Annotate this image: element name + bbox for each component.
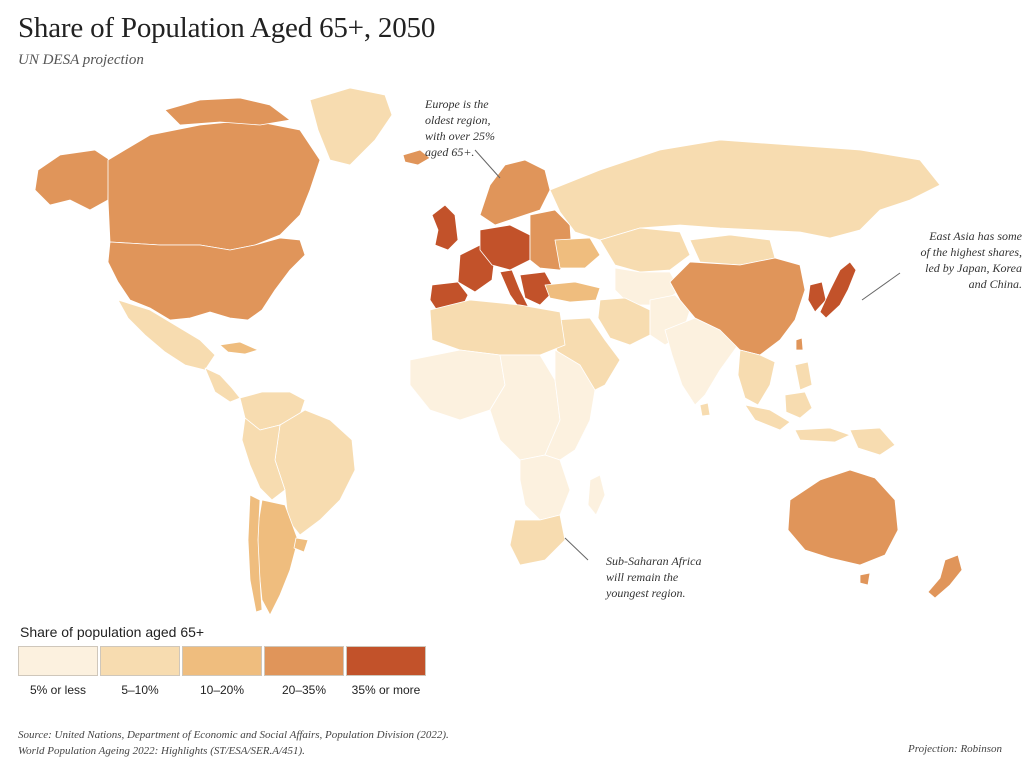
region-germany-central[interactable] <box>479 224 531 271</box>
region-indonesia-west[interactable] <box>744 404 791 431</box>
east-asia-annotation: East Asia has some of the highest shares… <box>920 229 1022 291</box>
region-turkey[interactable] <box>544 281 601 303</box>
region-alaska[interactable] <box>34 149 111 211</box>
region-southern-africa[interactable] <box>519 454 571 521</box>
region-south-africa[interactable] <box>509 514 566 566</box>
legend-swatch-1 <box>18 646 98 676</box>
region-russia[interactable] <box>549 139 941 241</box>
legend-title: Share of population aged 65+ <box>20 624 205 640</box>
region-china[interactable] <box>669 257 806 356</box>
map-title: Share of Population Aged 65+, 2050 <box>18 12 436 44</box>
legend-swatch-4 <box>264 646 344 676</box>
region-borneo[interactable] <box>784 391 813 419</box>
region-madagascar[interactable] <box>587 474 606 516</box>
legend-swatch-2 <box>100 646 180 676</box>
legend-label-1: 5% or less <box>29 683 87 697</box>
africa-leader-line <box>564 537 589 561</box>
europe-leader-line <box>474 149 501 179</box>
region-balkans[interactable] <box>519 271 556 306</box>
region-uruguay[interactable] <box>293 537 309 553</box>
region-ukraine[interactable] <box>554 237 601 269</box>
region-indonesia-east[interactable] <box>794 427 851 443</box>
region-peru-bolivia[interactable] <box>241 417 286 501</box>
europe-annotation: Europe is the oldest region, with over 2… <box>425 97 495 159</box>
legend-label-5: 35% or more <box>351 683 421 697</box>
region-north-africa[interactable] <box>429 299 566 356</box>
region-central-america[interactable] <box>204 367 241 403</box>
region-korea[interactable] <box>807 281 827 313</box>
region-philippines[interactable] <box>794 361 813 391</box>
legend-swatch-3 <box>182 646 262 676</box>
region-japan[interactable] <box>819 261 857 319</box>
map-subtitle: UN DESA projection <box>18 52 144 68</box>
legend-label-3: 10–20% <box>199 683 245 697</box>
region-iceland[interactable] <box>402 149 431 166</box>
legend-label-4: 20–35% <box>281 683 327 697</box>
projection-note: Projection: Robinson <box>908 743 1002 755</box>
africa-annotation: Sub-Saharan Africa will remain the young… <box>606 554 702 600</box>
region-tasmania[interactable] <box>859 572 871 586</box>
region-cuba[interactable] <box>219 341 259 355</box>
region-new-guinea[interactable] <box>849 427 896 456</box>
region-australia[interactable] <box>787 469 899 566</box>
region-mainland-se-asia[interactable] <box>737 349 776 406</box>
region-mexico[interactable] <box>117 299 216 371</box>
region-usa[interactable] <box>107 237 306 321</box>
region-uk-ireland[interactable] <box>431 204 459 251</box>
region-sri-lanka[interactable] <box>699 402 711 417</box>
region-taiwan[interactable] <box>795 337 804 351</box>
legend-label-2: 5–10% <box>121 683 159 697</box>
region-canada[interactable] <box>107 119 321 251</box>
region-kazakhstan[interactable] <box>599 227 691 273</box>
region-greenland[interactable] <box>309 87 393 166</box>
legend-swatch-5 <box>346 646 426 676</box>
region-iran[interactable] <box>597 297 651 346</box>
region-arctic-islands[interactable] <box>164 97 291 126</box>
region-east-africa[interactable] <box>544 349 596 461</box>
region-chile[interactable] <box>247 494 263 613</box>
region-new-zealand[interactable] <box>927 554 963 599</box>
east-asia-leader-line <box>861 272 901 301</box>
source-note: Source: United Nations, Department of Ec… <box>18 729 449 757</box>
